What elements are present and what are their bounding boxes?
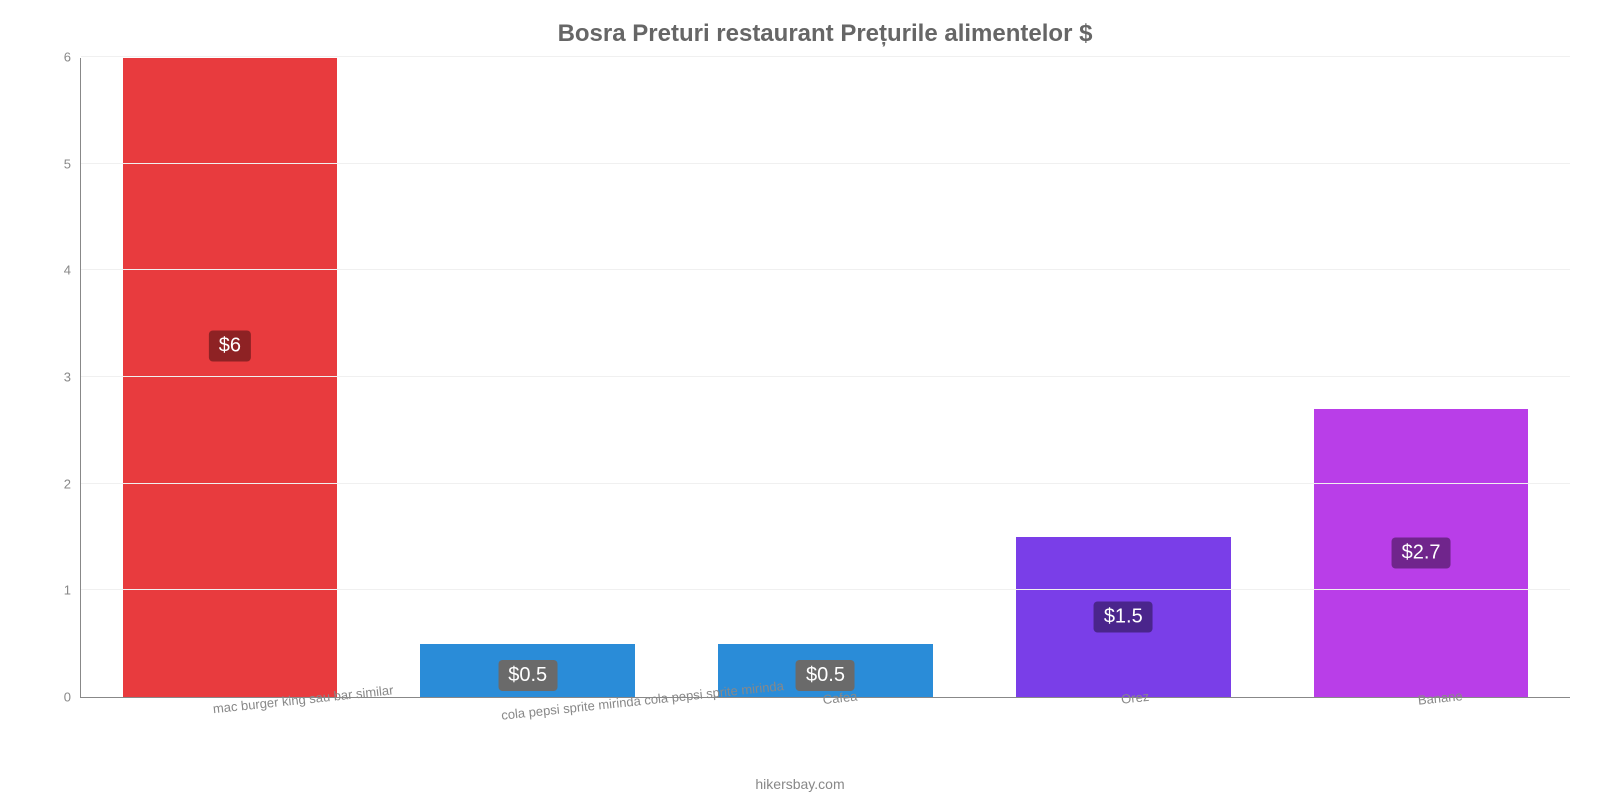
bars-row: $6 $0.5 $0.5 $1.5 $2.7	[81, 58, 1570, 697]
bar: $1.5	[1016, 537, 1231, 697]
grid-line	[81, 376, 1570, 377]
bar-value-label: $0.5	[498, 660, 557, 691]
grid-line	[81, 589, 1570, 590]
bar: $0.5	[420, 644, 635, 697]
bar-slot: $1.5	[974, 58, 1272, 697]
y-tick-label: 0	[64, 690, 71, 705]
x-label-slot: Banane	[1272, 690, 1570, 705]
bar-slot: $6	[81, 58, 379, 697]
bar-value-label: $2.7	[1392, 538, 1451, 569]
bar-value-label: $1.5	[1094, 602, 1153, 633]
y-tick-label: 6	[64, 50, 71, 65]
bar: $6	[123, 58, 338, 697]
grid-line	[81, 163, 1570, 164]
x-label-slot: cola pepsi sprite mirinda cola pepsi spr…	[379, 690, 677, 705]
y-tick-label: 2	[64, 476, 71, 491]
grid-line	[81, 483, 1570, 484]
y-tick-label: 5	[64, 156, 71, 171]
plot-area: $6$0.5$0.5$1.5$2.7 mac burger king sau b…	[80, 58, 1570, 698]
bar-slot: $2.7	[1272, 58, 1570, 697]
bar-value-label: $6	[209, 330, 251, 361]
y-tick-label: 1	[64, 583, 71, 598]
bar-slot: $0.5	[379, 58, 677, 697]
chart-container: Bosra Preturi restaurant Prețurile alime…	[0, 0, 1600, 800]
bar: $2.7	[1314, 409, 1529, 697]
y-tick-label: 3	[64, 370, 71, 385]
y-tick-label: 4	[64, 263, 71, 278]
bar-slot: $0.5	[677, 58, 975, 697]
x-axis-label: Orez	[1121, 689, 1151, 707]
chart-footer: hikersbay.com	[0, 776, 1600, 792]
x-axis-label: Cafea	[822, 689, 858, 708]
chart-title: Bosra Preturi restaurant Prețurile alime…	[80, 20, 1570, 48]
x-label-row: mac burger king sau bar similarcola peps…	[81, 690, 1570, 705]
x-label-slot: Orez	[974, 690, 1272, 705]
grid-line	[81, 56, 1570, 57]
x-label-slot: mac burger king sau bar similar	[81, 690, 379, 705]
grid-line	[81, 269, 1570, 270]
bar-value-label: $0.5	[796, 660, 855, 691]
x-axis-label: Banane	[1417, 688, 1463, 708]
